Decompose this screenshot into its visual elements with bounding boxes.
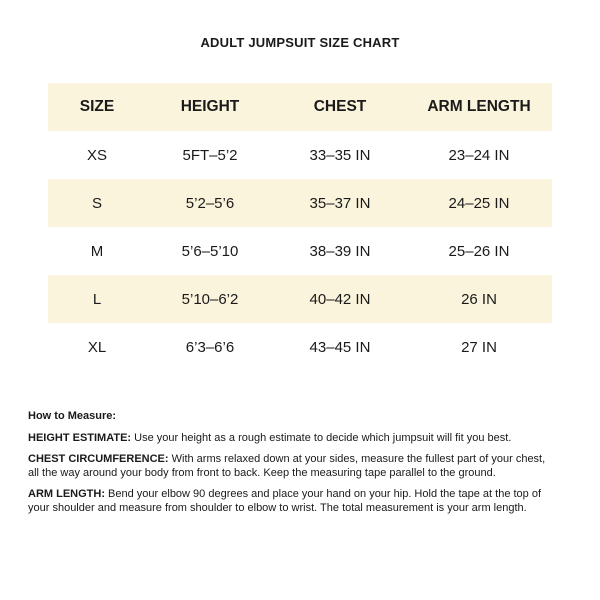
cell-arm-length: 27 IN [461,338,497,356]
cell-height: 5’10–6’2 [181,290,239,308]
header-size: SIZE [79,98,115,115]
cell-size: XS [86,146,107,164]
cell-size: M [90,242,104,260]
header-chest: CHEST [313,98,367,115]
note-arm-length: ARM LENGTH: Bend your elbow 90 degrees a… [28,488,542,514]
cell-chest: 35–37 IN [309,194,371,212]
cell-arm-length: 26 IN [461,290,497,308]
table-row: XL 6’3–6’6 43–45 IN 27 IN [48,323,552,371]
how-to-measure: How to Measure: HEIGHT ESTIMATE: Use you… [28,410,578,523]
notes-heading: How to Measure: [28,410,117,422]
cell-arm-length: 24–25 IN [448,194,510,212]
cell-chest: 38–39 IN [309,242,371,260]
table-header-row: SIZE HEIGHT CHEST ARM LENGTH [48,83,552,131]
note-height: HEIGHT ESTIMATE: Use your height as a ro… [28,431,512,444]
table-row: S 5’2–5’6 35–37 IN 24–25 IN [48,179,552,227]
cell-chest: 40–42 IN [309,290,371,308]
cell-arm-length: 25–26 IN [448,242,510,260]
cell-height: 5’6–5’10 [181,242,239,260]
size-table: SIZE HEIGHT CHEST ARM LENGTH XS 5FT–5’2 33… [48,83,552,371]
cell-size: L [92,290,102,308]
chart-title: ADULT JUMPSUIT SIZE CHART [200,35,400,50]
note-chest: CHEST CIRCUMFERENCE: With arms relaxed d… [28,453,546,479]
cell-size: S [91,194,102,212]
cell-height: 5FT–5’2 [182,146,238,164]
table-row: M 5’6–5’10 38–39 IN 25–26 IN [48,227,552,275]
cell-height: 5’2–5’6 [185,194,235,212]
cell-arm-length: 23–24 IN [448,146,510,164]
cell-chest: 43–45 IN [309,338,371,356]
cell-size: XL [87,338,107,356]
header-height: HEIGHT [180,98,240,115]
table-row: XS 5FT–5’2 33–35 IN 23–24 IN [48,131,552,179]
cell-height: 6’3–6’6 [185,338,235,356]
header-arm-length: ARM LENGTH [427,98,531,115]
cell-chest: 33–35 IN [309,146,371,164]
table-row: L 5’10–6’2 40–42 IN 26 IN [48,275,552,323]
